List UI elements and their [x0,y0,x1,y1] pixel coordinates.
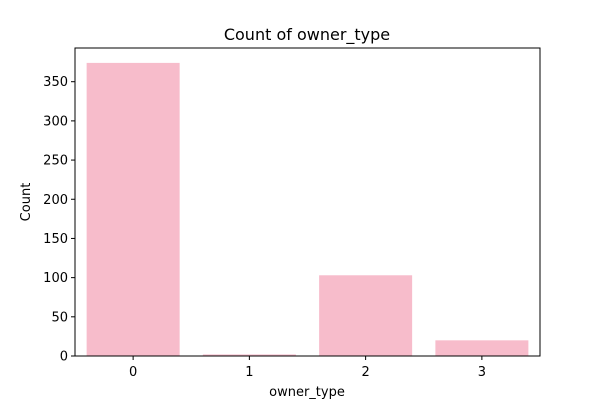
plot-frame [74,47,541,357]
x-axis: 0 1 2 3 [129,356,486,380]
y-tick-label: 200 [43,193,68,208]
bar-2 [319,275,413,356]
y-tick-label: 100 [43,271,68,286]
x-axis-label: owner_type [269,385,345,400]
bar-0 [86,62,180,356]
bar-1 [202,354,296,356]
y-axis-label: Count [19,183,34,222]
x-tick-label: 3 [478,365,486,380]
x-tick-label: 0 [129,365,137,380]
y-tick-label: 250 [43,154,68,169]
bar-3 [435,340,529,356]
y-tick-label: 350 [43,75,68,90]
x-tick-label: 2 [361,365,369,380]
y-tick-label: 300 [43,114,68,129]
x-tick-label: 1 [245,365,253,380]
y-tick-label: 150 [43,232,68,247]
y-tick-label: 50 [51,310,68,325]
bars-group [86,62,529,356]
y-tick-label: 0 [60,350,68,365]
y-axis: 0 50 100 150 200 250 300 350 [43,75,75,365]
chart-title: Count of owner_type [224,25,390,45]
